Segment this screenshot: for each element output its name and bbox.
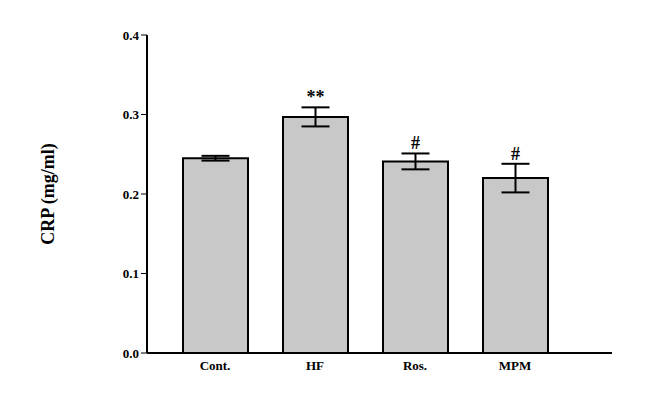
svg-text:0.1: 0.1 bbox=[123, 266, 139, 281]
svg-text:MPM: MPM bbox=[499, 358, 531, 373]
svg-text:Cont.: Cont. bbox=[200, 358, 231, 373]
svg-text:#: # bbox=[411, 133, 420, 153]
svg-text:0.0: 0.0 bbox=[123, 346, 139, 361]
svg-text:HF: HF bbox=[306, 358, 324, 373]
svg-text:**: ** bbox=[307, 87, 325, 107]
svg-text:CRP (mg/ml): CRP (mg/ml) bbox=[38, 143, 59, 244]
svg-text:0.4: 0.4 bbox=[123, 28, 140, 43]
svg-text:#: # bbox=[511, 144, 520, 164]
svg-text:0.3: 0.3 bbox=[123, 107, 140, 122]
svg-text:Ros.: Ros. bbox=[403, 358, 427, 373]
svg-text:0.2: 0.2 bbox=[123, 187, 139, 202]
